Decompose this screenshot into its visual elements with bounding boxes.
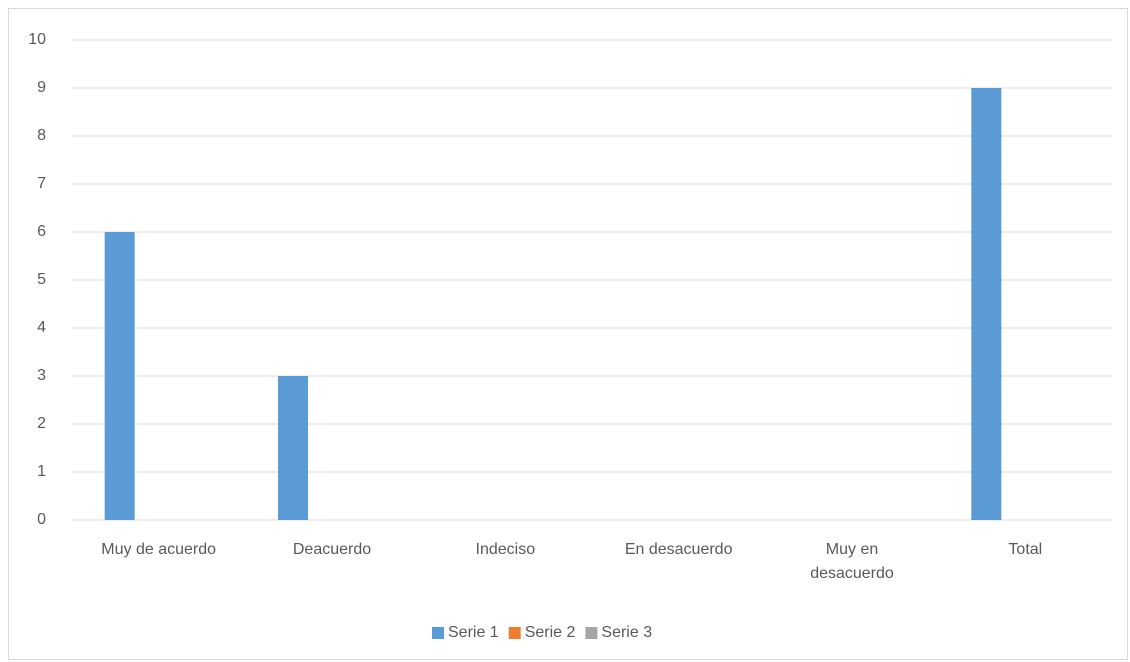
legend-swatch	[508, 627, 521, 639]
chart-border	[8, 8, 1128, 660]
x-tick-label: Muy en desacuerdo	[810, 541, 894, 582]
legend-label: Serie 1	[448, 624, 499, 641]
bar	[104, 232, 135, 520]
y-tick-label: 1	[37, 463, 46, 480]
y-tick-label: 5	[37, 271, 46, 288]
y-tick-label: 0	[37, 511, 46, 528]
x-tick-label: Muy de acuerdo	[101, 541, 217, 558]
x-tick-label: Deacuerdo	[292, 541, 372, 558]
x-tick-label: Total	[1008, 541, 1043, 558]
x-tick-label: En desacuerdo	[624, 541, 733, 558]
y-tick-label: 7	[37, 175, 46, 192]
y-tick-label: 4	[37, 319, 46, 336]
legend-label: Serie 3	[601, 624, 652, 641]
legend-label: Serie 2	[525, 624, 576, 641]
y-tick-label: 6	[37, 223, 46, 240]
y-tick-label: 3	[37, 367, 46, 384]
legend-swatch	[585, 627, 598, 639]
y-tick-label: 9	[37, 79, 46, 96]
x-tick-label: Indeciso	[475, 541, 536, 558]
bar	[971, 88, 1002, 520]
legend-swatch	[432, 627, 444, 639]
bar	[278, 376, 308, 520]
y-tick-label: 2	[37, 415, 46, 432]
y-tick-label: 8	[37, 127, 46, 144]
y-tick-label: 10	[28, 31, 46, 48]
